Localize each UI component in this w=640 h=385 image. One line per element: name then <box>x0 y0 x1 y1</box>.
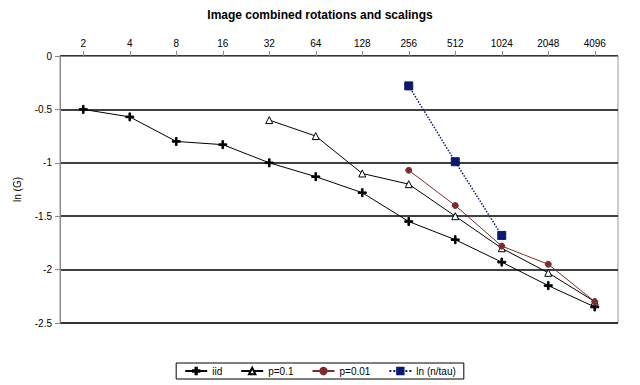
svg-text:2: 2 <box>80 38 86 49</box>
svg-text:32: 32 <box>264 38 276 49</box>
svg-text:-1.5: -1.5 <box>35 211 53 222</box>
svg-text:1024: 1024 <box>491 38 514 49</box>
svg-text:8: 8 <box>173 38 179 49</box>
svg-text:2048: 2048 <box>537 38 560 49</box>
svg-text:0: 0 <box>46 51 52 62</box>
svg-text:-2.5: -2.5 <box>35 318 53 329</box>
svg-text:-1: -1 <box>43 157 52 168</box>
svg-text:p=0.01: p=0.01 <box>339 366 370 377</box>
svg-text:512: 512 <box>447 38 464 49</box>
svg-text:128: 128 <box>354 38 371 49</box>
svg-text:ln (n/tau): ln (n/tau) <box>416 366 455 377</box>
svg-text:p=0.1: p=0.1 <box>268 366 294 377</box>
svg-text:256: 256 <box>400 38 417 49</box>
svg-text:-0.5: -0.5 <box>35 104 53 115</box>
svg-text:64: 64 <box>310 38 322 49</box>
svg-text:Image combined rotations and s: Image combined rotations and scalings <box>207 8 433 22</box>
svg-text:-2: -2 <box>43 264 52 275</box>
svg-text:iid: iid <box>212 366 222 377</box>
svg-text:16: 16 <box>217 38 229 49</box>
svg-text:ln (G): ln (G) <box>12 177 23 202</box>
svg-text:4: 4 <box>127 38 133 49</box>
svg-text:4096: 4096 <box>584 38 607 49</box>
